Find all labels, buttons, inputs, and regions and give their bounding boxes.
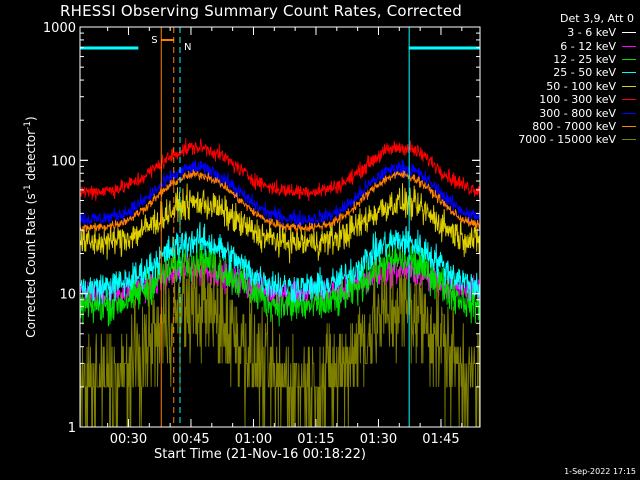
legend-entry-5: 50 - 100 keV	[482, 80, 638, 93]
legend-entry-3: 12 - 25 keV	[482, 53, 638, 66]
series-line-3	[79, 238, 481, 327]
chart-title: RHESSI Observing Summary Count Rates, Co…	[60, 2, 463, 20]
y-axis-label-part: )	[24, 116, 38, 121]
x-tick-label: 00:30	[110, 432, 147, 447]
legend-entry-6: 100 - 300 keV	[482, 93, 638, 106]
y-axis-label-part: detector	[24, 130, 38, 185]
legend-entry-7: 300 - 800 keV	[482, 106, 638, 120]
legend-label: 6 - 12 keV	[560, 39, 616, 53]
legend-entry-4: 25 - 50 keV	[482, 66, 638, 79]
legend-label: 7000 - 15000 keV	[518, 133, 616, 147]
legend-label: 300 - 800 keV	[539, 106, 616, 120]
legend-swatch	[622, 72, 636, 74]
legend-swatch	[622, 125, 636, 127]
saa-label: S	[151, 35, 157, 46]
y-tick-label: 100	[51, 154, 76, 169]
x-tick-label: 01:45	[422, 432, 459, 447]
legend-swatch	[622, 112, 636, 114]
y-axis-label-part: -1	[23, 121, 33, 130]
legend-swatch	[622, 32, 636, 34]
legend-entry-1: 3 - 6 keV	[482, 26, 638, 39]
legend-swatch	[622, 99, 636, 101]
y-axis-label-part: -1	[23, 184, 33, 193]
legend-label: 50 - 100 keV	[546, 79, 616, 93]
x-tick-label: 00:45	[172, 432, 209, 447]
plot-frame	[79, 26, 481, 428]
legend-swatch	[622, 85, 636, 87]
legend-entry-8: 800 - 7000 keV	[482, 120, 638, 133]
y-tick-label: 1	[68, 421, 76, 436]
legend-swatch	[622, 139, 636, 141]
legend-label: 3 - 6 keV	[567, 26, 616, 40]
x-tick-label: 01:15	[297, 432, 334, 447]
legend-label: 25 - 50 keV	[553, 66, 616, 80]
legend-entry-9: 7000 - 15000 keV	[482, 133, 638, 146]
legend-title: Det 3,9, Att 0	[560, 12, 634, 25]
series-line-4	[79, 222, 481, 305]
legend-label: 12 - 25 keV	[553, 52, 616, 66]
night-label: N	[184, 42, 191, 53]
legend-swatch	[622, 45, 636, 47]
y-tick-label: 1000	[43, 21, 76, 36]
x-axis-label: Start Time (21-Nov-16 00:18:22)	[154, 447, 366, 462]
x-tick-label: 01:30	[360, 432, 397, 447]
legend-swatch	[622, 58, 636, 60]
x-tick-label: 01:00	[235, 432, 272, 447]
series-line-8	[79, 169, 481, 233]
timestamp: 1-Sep-2022 17:15	[564, 467, 636, 476]
legend-label: 100 - 300 keV	[539, 93, 616, 107]
y-axis-label: Corrected Count Rate (s-1 detector-1)	[23, 116, 38, 337]
series-line-9	[79, 253, 481, 428]
legend-entry-2: 6 - 12 keV	[482, 39, 638, 53]
legend: Det 3,9, Att 0 3 - 6 keV 6 - 12 keV 12 - 2…	[482, 12, 638, 147]
series-line-6	[80, 137, 481, 202]
y-tick-label: 10	[59, 288, 76, 303]
series-line-7	[79, 159, 481, 228]
series-line-1	[79, 214, 481, 266]
legend-label: 800 - 7000 keV	[532, 119, 616, 133]
y-axis-label-part: Corrected Count Rate (s	[24, 193, 38, 337]
